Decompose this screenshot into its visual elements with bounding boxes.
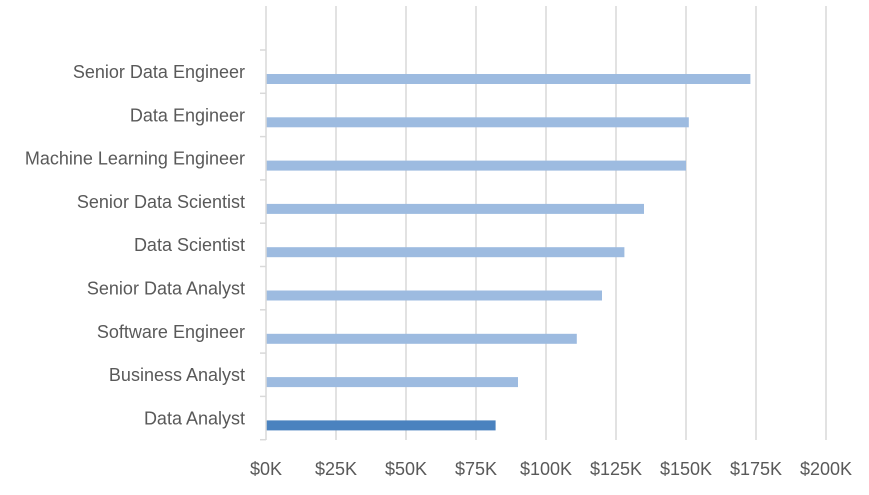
bar <box>266 247 625 258</box>
bar <box>266 160 686 171</box>
x-tick-label: $100K <box>520 459 572 479</box>
x-tick-label: $150K <box>660 459 712 479</box>
x-tick-label: $25K <box>315 459 357 479</box>
x-tick-label: $50K <box>385 459 427 479</box>
category-label: Data Analyst <box>144 408 245 428</box>
category-label: Data Scientist <box>134 235 245 255</box>
category-axis <box>260 6 267 441</box>
bar <box>266 420 496 431</box>
x-tick-label: $125K <box>590 459 642 479</box>
x-tick-label: $175K <box>730 459 782 479</box>
value-axis-tick-labels: $0K $25K $50K $75K $100K $125K $150K $175K $200K <box>250 459 852 479</box>
x-tick-label: $75K <box>455 459 497 479</box>
category-label: Data Engineer <box>130 105 245 125</box>
category-label: Senior Data Engineer <box>73 62 245 82</box>
grid-lines <box>335 6 827 440</box>
bar <box>266 117 689 128</box>
bar <box>266 333 577 344</box>
category-label: Senior Data Analyst <box>87 279 245 299</box>
bar <box>266 74 751 84</box>
bars <box>266 74 751 431</box>
x-tick-label: $200K <box>800 459 852 479</box>
category-label: Senior Data Scientist <box>77 192 245 212</box>
category-label: Business Analyst <box>109 365 245 385</box>
bar <box>266 290 602 301</box>
category-label: Software Engineer <box>97 322 245 342</box>
bar <box>266 377 518 388</box>
category-label: Machine Learning Engineer <box>25 149 245 169</box>
bar <box>266 203 644 214</box>
x-tick-label: $0K <box>250 459 282 479</box>
category-labels: Senior Data Engineer Data Engineer Machine… <box>25 62 245 428</box>
